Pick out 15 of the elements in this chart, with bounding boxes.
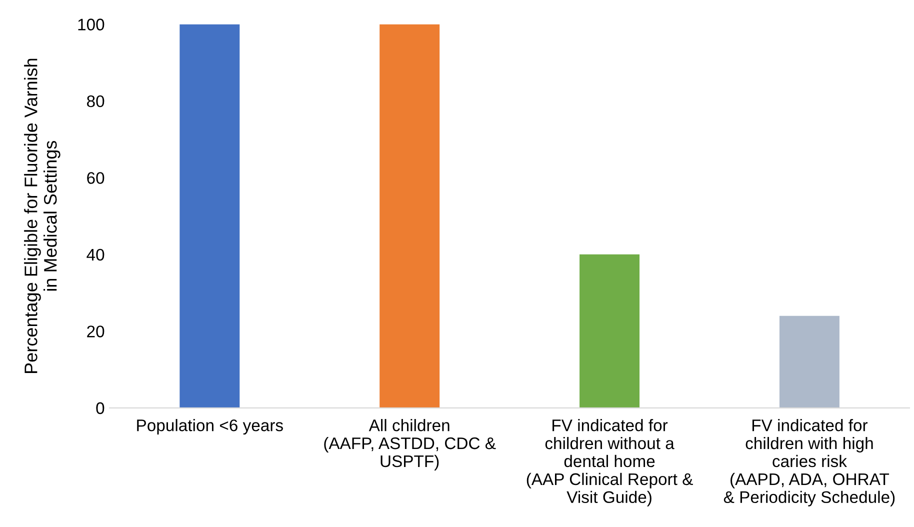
bar <box>380 24 440 408</box>
y-tick-label: 100 <box>78 18 104 30</box>
y-axis-title: Percentage Eligible for Fluoride Varnish in Medical Settings <box>24 58 60 373</box>
bar <box>779 316 840 408</box>
y-tick-label: 20 <box>87 326 104 338</box>
y-tick-label: 0 <box>96 402 104 414</box>
y-tick-label: 80 <box>87 95 104 108</box>
y-tick-label: 40 <box>86 248 104 261</box>
bar <box>580 254 640 408</box>
x-tick-label: All children (AAFP, ASTDD, CDC & USPTF) <box>324 419 496 470</box>
x-tick-label: FV indicated for children with high caries risk (AAPD, ADA, OHRAT & Periodicity Schedule) <box>724 419 895 506</box>
x-tick-label: Population <6 years <box>137 419 283 435</box>
bar <box>180 24 240 408</box>
x-tick-label: FV indicated for children without a dental home (AAP Clinical Report & Visit Guide) <box>526 419 693 506</box>
y-tick-label: 60 <box>87 172 104 184</box>
